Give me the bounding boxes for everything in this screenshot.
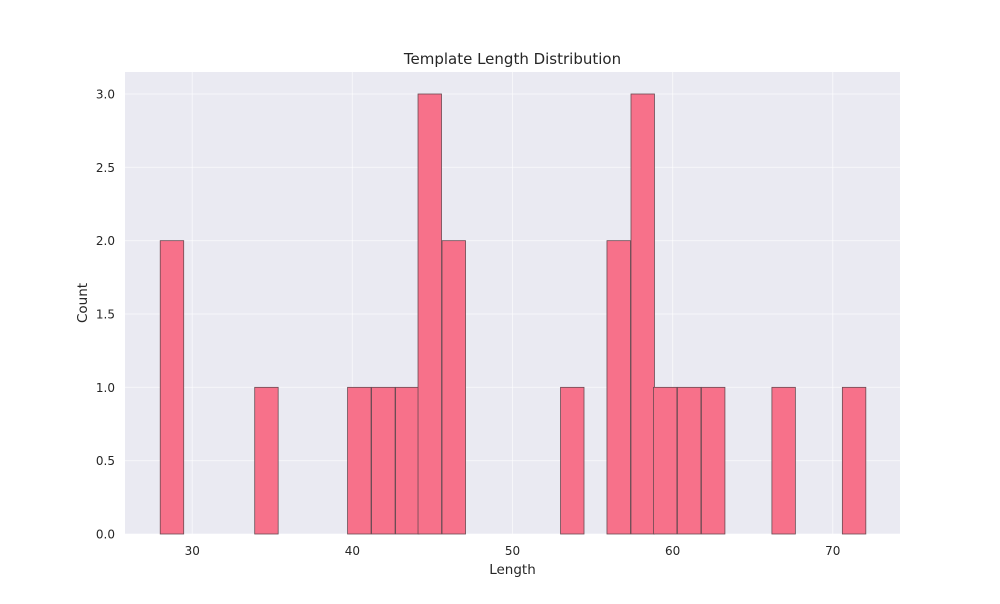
chart-title: Template Length Distribution <box>403 50 621 68</box>
x-tick-label: 60 <box>665 544 680 558</box>
histogram-bar <box>560 386 585 535</box>
histogram-bar <box>347 386 372 535</box>
histogram-bar <box>371 386 396 535</box>
histogram-bar <box>417 93 442 535</box>
x-tick-label: 70 <box>825 544 840 558</box>
x-axis-label: Length <box>489 562 536 578</box>
y-tick-label: 3.0 <box>96 88 115 102</box>
histogram-bar <box>254 386 279 535</box>
y-tick-label: 1.5 <box>96 308 115 322</box>
y-tick-label: 1.0 <box>96 381 115 395</box>
histogram-bar <box>653 386 678 535</box>
y-tick-label: 0.0 <box>96 528 115 542</box>
x-axis-ticks: 30 40 50 60 70 <box>185 544 841 558</box>
histogram-bar <box>159 240 185 535</box>
y-tick-label: 2.0 <box>96 234 115 248</box>
x-tick-label: 30 <box>185 544 200 558</box>
histogram-bars <box>159 93 867 535</box>
histogram-bar <box>395 386 420 535</box>
histogram-bar <box>771 386 796 535</box>
grid <box>125 72 900 535</box>
histogram-bar <box>630 93 655 535</box>
x-tick-label: 40 <box>345 544 360 558</box>
histogram-bar <box>841 386 867 535</box>
histogram-bar <box>701 386 726 535</box>
y-axis-ticks: 0.0 0.5 1.0 1.5 2.0 2.5 3.0 <box>96 88 115 542</box>
y-axis-label: Count <box>75 283 91 323</box>
y-tick-label: 0.5 <box>96 454 115 468</box>
histogram-bar <box>606 240 631 535</box>
histogram-bar <box>441 240 466 535</box>
x-tick-label: 50 <box>505 544 520 558</box>
histogram-bar <box>677 386 702 535</box>
y-tick-label: 2.5 <box>96 161 115 175</box>
